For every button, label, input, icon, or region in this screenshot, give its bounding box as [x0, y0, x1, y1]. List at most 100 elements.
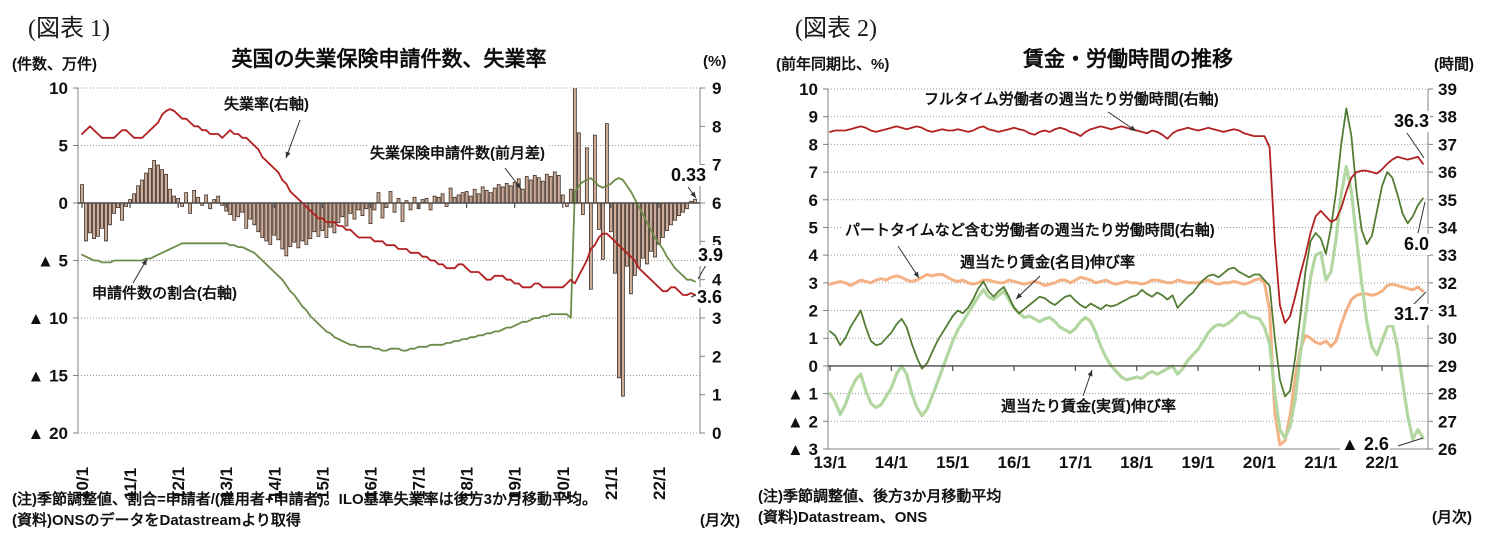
x-axis-tick: 14/1	[265, 467, 284, 500]
figure2-note-1: (注)季節調整値、後方3か月移動平均	[758, 488, 1002, 505]
left-axis-tick: 1	[809, 329, 818, 348]
right-axis-tick: 27	[1438, 412, 1457, 431]
right-axis-tick: 37	[1438, 135, 1457, 154]
right-axis-tick: 28	[1438, 385, 1457, 404]
right-axis-tick: 7	[712, 156, 721, 175]
left-axis-tick: 0	[59, 194, 68, 213]
axis-lines	[828, 365, 1428, 371]
series-claims-change-bars	[80, 88, 697, 397]
right-axis-tick: 39	[1438, 80, 1457, 99]
right-axis-tick: 1	[712, 386, 721, 405]
left-axis-tick: ▲ 5	[37, 252, 68, 271]
series-nominal-wage-growth	[829, 107, 1424, 398]
right-axis-tick: 4	[712, 271, 722, 290]
annotation-unemployment-end: 3.6	[696, 287, 724, 308]
figure1-note-2: (資料)ONSのデータをDatastreamより取得	[12, 512, 301, 529]
left-axis-tick: ▲ 20	[28, 424, 68, 443]
figure2-note-2: (資料)Datastream、ONS	[758, 509, 928, 526]
x-axis-tick: 12/1	[169, 467, 188, 500]
x-axis-tick: 20/1	[554, 467, 573, 500]
left-axis-tick: 10	[799, 80, 818, 99]
annotation-arrows	[897, 111, 1427, 447]
figure1-frequency: (月次)	[700, 512, 740, 529]
series-claims-ratio	[81, 177, 696, 352]
label-nominal-wage: 週当たり賃金(名目)伸び率	[958, 254, 1137, 272]
left-axis-tick: 5	[809, 218, 818, 237]
figure1-note-1: (注)季節調整値、割合=申請者/(雇用者+申請者)。ILO基準失業率は後方3か月…	[12, 491, 598, 508]
label-real-wage: 週当たり賃金(実質)伸び率	[999, 398, 1178, 416]
left-axis-tick: ▲ 3	[787, 440, 818, 459]
x-axis-tick: 20/1	[1243, 453, 1276, 472]
left-axis-tick: 4	[809, 246, 819, 265]
x-axis-tick: 22/1	[1366, 453, 1399, 472]
left-axis-tick: 8	[809, 135, 818, 154]
figure1-left-axis-unit: (件数、万件)	[12, 56, 97, 73]
label-fulltime-hours: フルタイム労働者の週当たり労働時間(右軸)	[922, 91, 1221, 109]
right-axis-tick: 3	[712, 309, 721, 328]
right-axis-tick: 5	[712, 232, 721, 251]
right-axis-tick: 35	[1438, 191, 1457, 210]
series-real-wage-growth	[828, 164, 1425, 441]
right-axis-tick: 26	[1438, 440, 1457, 459]
right-axis-tick: 34	[1438, 218, 1457, 237]
right-axis-tick: 31	[1438, 302, 1457, 321]
axis-lines	[78, 202, 700, 208]
left-axis-tick: 3	[809, 274, 818, 293]
left-axis-tick: 5	[59, 137, 68, 156]
left-axis-tick: ▲ 15	[28, 367, 68, 386]
annotation-parttime-end: 31.7	[1380, 304, 1430, 325]
figure2-header: (図表 2)	[795, 16, 877, 42]
x-axis-tick: 15/1	[313, 467, 332, 500]
left-axis-tick: 10	[49, 79, 68, 98]
figure2-frequency: (月次)	[1432, 509, 1472, 526]
annotation-ratio-end: 3.9	[697, 245, 725, 266]
x-axis-tick: 17/1	[410, 467, 429, 500]
left-axis-tick: 0	[809, 357, 818, 376]
series-unemployment-rate	[81, 108, 696, 296]
x-axis-tick: 18/1	[458, 467, 477, 500]
series-parttime-hours	[828, 273, 1425, 447]
x-axis-tick: 18/1	[1120, 453, 1153, 472]
left-axis-tick: 2	[809, 302, 818, 321]
x-axis-tick: 21/1	[602, 467, 621, 500]
left-axis-tick: 6	[809, 191, 818, 210]
x-axis-tick: 17/1	[1059, 453, 1092, 472]
label-parttime-hours: パートタイムなど含む労働者の週当たり労働時間(右軸)	[843, 222, 1217, 240]
left-axis-tick: 7	[809, 163, 818, 182]
annotation-fulltime-end: 36.3	[1382, 111, 1430, 132]
figure1-header: (図表 1)	[28, 16, 110, 42]
x-axis-tick: 21/1	[1304, 453, 1337, 472]
x-axis-tick: 10/1	[73, 467, 92, 500]
x-axis-tick: 11/1	[121, 468, 140, 500]
left-axis-tick: ▲ 1	[787, 385, 818, 404]
annotation-arrows	[132, 119, 707, 298]
x-axis-tick: 13/1	[813, 453, 846, 472]
right-axis-tick: 6	[712, 194, 721, 213]
label-unemployment-rate: 失業率(右軸)	[222, 96, 311, 114]
annotation-real-end: ▲ 2.6	[1340, 434, 1390, 455]
left-axis-tick: ▲ 2	[787, 412, 818, 431]
annotation-last-bar: 0.33	[658, 165, 707, 186]
x-axis-tick: 14/1	[875, 453, 908, 472]
left-axis-tick: ▲ 10	[28, 309, 68, 328]
figure2-title: 賃金・労働時間の推移	[1023, 48, 1233, 71]
right-axis-tick: 29	[1438, 357, 1457, 376]
right-axis-tick: 32	[1438, 274, 1457, 293]
annotation-nominal-end: 6.0	[1390, 234, 1430, 255]
right-axis-tick: 33	[1438, 246, 1457, 265]
x-axis-tick: 19/1	[1182, 453, 1215, 472]
right-axis-tick: 2	[712, 347, 721, 366]
x-axis-tick: 22/1	[650, 467, 669, 500]
x-axis-tick: 19/1	[506, 467, 525, 500]
figure1-right-axis-unit: (%)	[703, 53, 727, 70]
label-claims-change: 失業保険申請件数(前月差)	[368, 145, 547, 163]
figure2-right-axis-unit: (時間)	[1434, 56, 1474, 73]
figure2-left-axis-unit: (前年同期比、%)	[776, 56, 890, 73]
right-axis-tick: 38	[1438, 108, 1457, 127]
